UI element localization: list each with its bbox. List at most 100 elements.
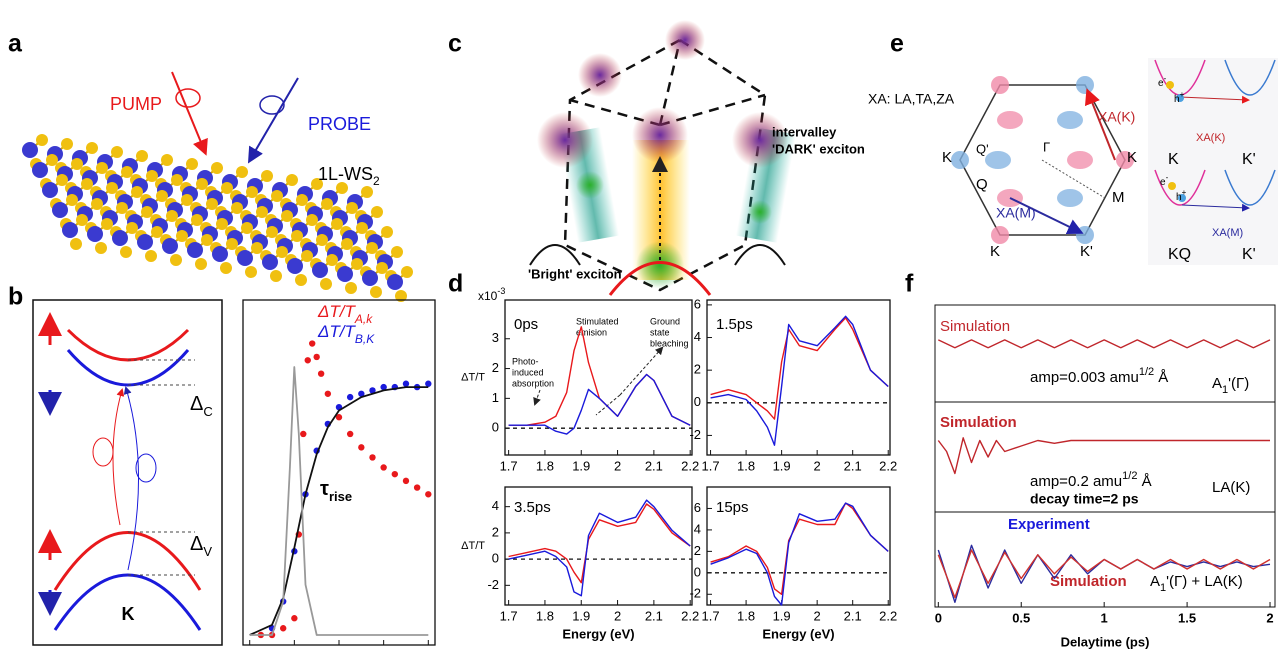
note: Stimulated (576, 316, 619, 326)
text: A (1150, 573, 1160, 590)
text: A,k (354, 312, 373, 326)
decoration (387, 274, 403, 290)
bz-label: K (990, 243, 1000, 260)
data-point (317, 370, 325, 377)
decoration (734, 244, 786, 266)
x-tick-label: 0.5 (1012, 610, 1030, 625)
x-tick-label: 1.7 (500, 458, 518, 473)
material-label: 1L-WS2 (318, 164, 380, 188)
decoration (401, 266, 413, 278)
data-point (391, 470, 399, 478)
carrier: h+ (1174, 90, 1185, 105)
annotation: decay time=2 ps (1030, 491, 1139, 507)
panel-label: d (448, 270, 463, 298)
x-tick-label: 1 (1101, 610, 1108, 625)
text: amp=0.003 amu (1030, 369, 1139, 386)
text: -3 (497, 286, 505, 296)
decoration (748, 200, 772, 224)
data-line (937, 549, 1271, 599)
x-tick-label: 2 (814, 608, 821, 623)
panel-text: 3.5ps (514, 499, 551, 516)
y-axis-label: ΔT/T (461, 371, 485, 383)
text: - (1166, 173, 1169, 182)
decoration (356, 222, 368, 234)
x-tick-label: 1.9 (773, 458, 791, 473)
text: + (1180, 90, 1185, 99)
decoration (136, 150, 148, 162)
x-axis-label: Delaytime (ps) (1061, 634, 1150, 649)
note: absorption (512, 378, 554, 388)
decoration (395, 290, 407, 302)
decoration (537, 112, 593, 168)
valley-label: KQ (1168, 246, 1191, 263)
decoration (362, 270, 378, 286)
transition-label: XA(M) (1212, 227, 1243, 239)
text: ΔT/T (317, 322, 357, 341)
decoration (370, 286, 382, 298)
text: A (1212, 375, 1222, 392)
arrow (533, 389, 541, 406)
y-tick-label: 0 (694, 564, 701, 579)
frame (934, 304, 1276, 608)
data-point (402, 477, 410, 485)
annotation: amp=0.003 amu1/2 Å (1030, 366, 1168, 386)
data-line (710, 315, 889, 446)
decoration (116, 202, 128, 214)
text: 1/2 (1122, 470, 1137, 482)
decoration (281, 210, 293, 222)
decoration (287, 258, 303, 274)
decoration (191, 214, 203, 226)
delta-c: ΔC (190, 393, 213, 419)
decoration (171, 174, 183, 186)
y-tick-label: 2 (492, 360, 499, 375)
text: 1 (1222, 384, 1228, 396)
decoration (162, 238, 178, 254)
data-point (346, 393, 354, 401)
x-tick-label: 2.2 (681, 608, 699, 623)
note: Photo- (512, 356, 539, 366)
decoration (22, 142, 38, 158)
decoration (120, 246, 132, 258)
x-tick-label: 2 (1266, 610, 1273, 625)
decoration (312, 262, 328, 278)
decoration (1057, 111, 1083, 129)
decoration (337, 266, 353, 282)
data-point (346, 430, 354, 438)
x-tick-label: 1.8 (737, 608, 755, 623)
data-line (710, 317, 889, 420)
decoration (320, 278, 332, 290)
x-tick-label: 0 (935, 610, 942, 625)
decoration (1148, 58, 1278, 173)
decoration (276, 246, 288, 258)
text: V (203, 544, 212, 559)
decoration (236, 166, 248, 178)
decoration (326, 254, 338, 266)
carrier: e- (1158, 74, 1167, 89)
pump-label: PUMP (110, 94, 162, 114)
text: Δ (190, 533, 203, 555)
decoration (131, 186, 143, 198)
data-point (402, 380, 410, 387)
decoration (53, 573, 202, 631)
annotation: amp=0.2 amu1/2 Å (1030, 470, 1152, 490)
x-tick-label: 2.2 (879, 608, 897, 623)
decoration (135, 453, 157, 483)
decoration (201, 234, 213, 246)
decoration (91, 198, 103, 210)
y-tick-label: 4 (694, 329, 701, 344)
bz-label: K (1127, 149, 1137, 166)
decoration (245, 266, 257, 278)
text: h (1176, 192, 1182, 203)
decoration (951, 151, 969, 169)
y-tick-label: -2 (689, 427, 701, 442)
decoration (166, 210, 178, 222)
text: 1L-WS (318, 164, 373, 184)
note: Ground (650, 316, 680, 326)
y-tick-label: 2 (694, 543, 701, 558)
phonon-label: XA: LA,TA,ZA (868, 91, 955, 107)
bz-label: K (942, 149, 952, 166)
decoration (1116, 151, 1134, 169)
decoration (346, 202, 358, 214)
x-tick-label: 1.8 (536, 608, 554, 623)
x-tick-label: 1.9 (572, 458, 590, 473)
